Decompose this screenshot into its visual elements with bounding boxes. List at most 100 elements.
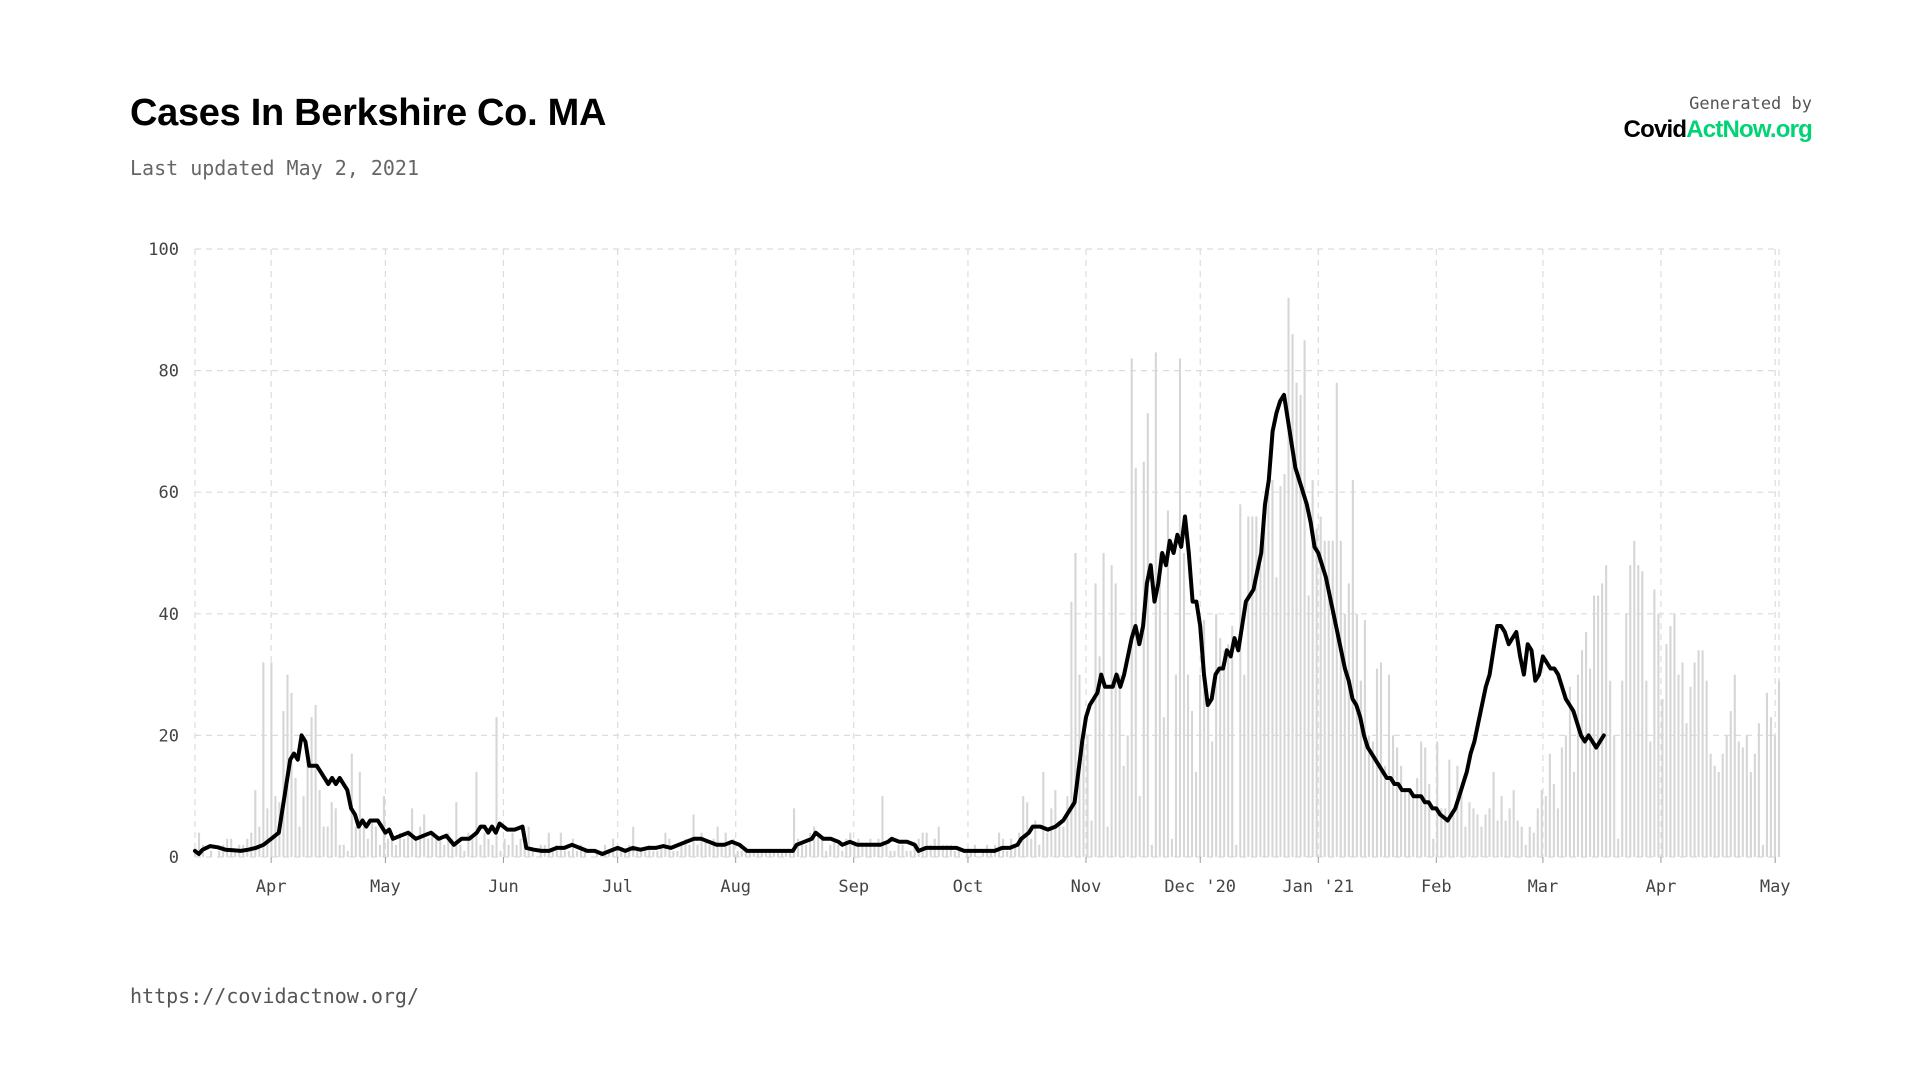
daily-bar bbox=[491, 844, 494, 857]
daily-bar bbox=[1106, 826, 1109, 857]
daily-bar bbox=[616, 850, 619, 857]
daily-bar bbox=[431, 832, 434, 857]
x-tick-label: Oct bbox=[953, 877, 984, 897]
daily-bar bbox=[1118, 674, 1121, 857]
daily-bar bbox=[845, 838, 848, 857]
daily-bar bbox=[998, 832, 1001, 857]
daily-bar bbox=[1737, 741, 1740, 857]
x-tick-label: May bbox=[1760, 877, 1791, 897]
daily-bar bbox=[1190, 711, 1194, 857]
x-tick-label: Apr bbox=[256, 877, 287, 897]
daily-bar bbox=[1673, 613, 1676, 857]
daily-bar bbox=[736, 850, 739, 857]
daily-bar bbox=[837, 844, 840, 857]
daily-bar bbox=[419, 826, 422, 857]
daily-bar bbox=[1331, 540, 1334, 857]
daily-bar bbox=[1757, 723, 1760, 857]
daily-bar bbox=[555, 844, 558, 857]
daily-bar bbox=[1243, 674, 1246, 857]
daily-bar bbox=[507, 844, 510, 857]
daily-bar bbox=[913, 844, 916, 857]
daily-bar bbox=[1199, 674, 1202, 857]
daily-bar bbox=[1540, 790, 1543, 857]
daily-bar bbox=[1239, 504, 1242, 857]
x-tick-label: Aug bbox=[720, 877, 751, 897]
daily-bar bbox=[949, 844, 952, 857]
daily-bar bbox=[1182, 553, 1186, 857]
daily-bar bbox=[358, 771, 361, 857]
daily-bar bbox=[1512, 790, 1515, 857]
daily-bar bbox=[1231, 625, 1234, 857]
daily-bar bbox=[1235, 844, 1238, 857]
daily-bar bbox=[1580, 650, 1584, 857]
daily-bar bbox=[1617, 838, 1620, 857]
daily-bar bbox=[1263, 504, 1266, 857]
daily-bar bbox=[370, 820, 373, 857]
daily-bar bbox=[298, 826, 301, 857]
daily-bar bbox=[1094, 583, 1097, 857]
daily-bar bbox=[1625, 613, 1628, 857]
daily-bar bbox=[620, 850, 623, 857]
daily-bar bbox=[1303, 340, 1306, 857]
chart-grid bbox=[194, 248, 1780, 858]
daily-bar bbox=[1741, 747, 1744, 857]
daily-bar bbox=[796, 838, 800, 857]
daily-bar bbox=[1034, 820, 1037, 857]
daily-bar bbox=[1074, 553, 1077, 857]
daily-bar bbox=[210, 850, 213, 857]
daily-bar bbox=[1046, 832, 1049, 857]
daily-bar bbox=[1677, 674, 1680, 857]
daily-bar bbox=[394, 844, 398, 857]
daily-bar bbox=[1593, 595, 1596, 857]
daily-bar bbox=[1014, 844, 1017, 857]
x-tick-label: Jul bbox=[602, 877, 633, 897]
daily-bar bbox=[1556, 808, 1559, 857]
daily-bar bbox=[1271, 480, 1274, 857]
daily-bar bbox=[354, 826, 357, 857]
daily-bar bbox=[1641, 571, 1644, 857]
daily-bar bbox=[1548, 753, 1551, 857]
daily-bar bbox=[784, 850, 788, 857]
daily-bar bbox=[579, 844, 582, 857]
daily-bar bbox=[1134, 467, 1137, 857]
daily-bar bbox=[1082, 741, 1085, 857]
daily-bar bbox=[306, 759, 309, 857]
daily-bar bbox=[1279, 486, 1282, 857]
daily-bar bbox=[1564, 735, 1567, 857]
daily-bar bbox=[1669, 625, 1672, 857]
daily-bar bbox=[885, 844, 888, 857]
daily-bar bbox=[1729, 711, 1732, 857]
covidactnow-logo[interactable]: CovidActNow.org bbox=[1624, 116, 1813, 144]
daily-bar bbox=[1400, 765, 1403, 857]
daily-bar bbox=[1042, 771, 1045, 857]
daily-bar bbox=[1098, 656, 1101, 857]
daily-bar bbox=[1327, 540, 1330, 857]
daily-bar bbox=[945, 844, 948, 857]
daily-bar bbox=[302, 796, 305, 857]
daily-bar bbox=[515, 844, 518, 857]
daily-bar bbox=[531, 850, 534, 857]
daily-bar bbox=[1621, 680, 1624, 857]
daily-bar bbox=[1761, 844, 1764, 857]
daily-bar bbox=[567, 850, 570, 857]
daily-bar bbox=[640, 850, 643, 857]
daily-bar bbox=[563, 850, 566, 857]
daily-bar bbox=[929, 844, 932, 857]
daily-bar bbox=[499, 850, 502, 857]
daily-bar bbox=[712, 838, 715, 857]
daily-bar bbox=[1552, 784, 1555, 857]
daily-bar bbox=[1026, 802, 1029, 857]
footer-url[interactable]: https://covidactnow.org/ bbox=[130, 984, 419, 1008]
daily-bar bbox=[1701, 650, 1704, 857]
daily-bar bbox=[672, 850, 675, 857]
daily-bar bbox=[483, 832, 486, 857]
daily-bar bbox=[1195, 771, 1198, 857]
daily-bar bbox=[390, 838, 394, 857]
daily-bar bbox=[1428, 784, 1431, 857]
daily-bar bbox=[1110, 565, 1113, 857]
daily-bar bbox=[1267, 492, 1270, 857]
daily-bar bbox=[1006, 850, 1009, 857]
y-tick-label: 100 bbox=[148, 240, 179, 260]
daily-bar bbox=[1351, 480, 1354, 857]
y-tick-label: 40 bbox=[159, 605, 179, 625]
